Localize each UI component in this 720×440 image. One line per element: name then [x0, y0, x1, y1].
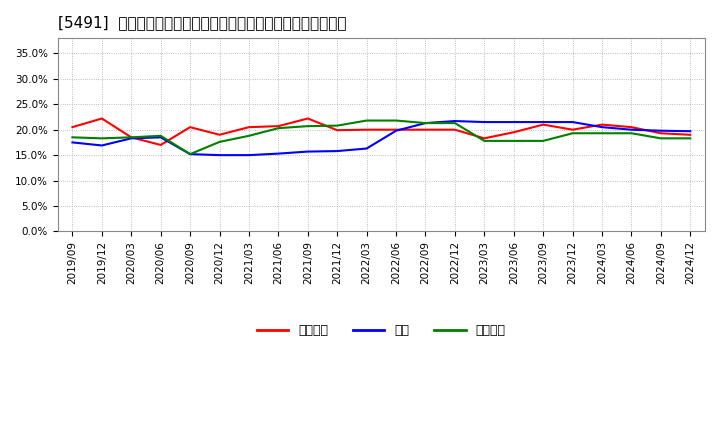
Legend: 売上債権, 在庫, 買入債務: 売上債権, 在庫, 買入債務: [252, 319, 510, 342]
Text: [5491]  売上債権、在庫、買入債務の総資産に対する比率の推移: [5491] 売上債権、在庫、買入債務の総資産に対する比率の推移: [58, 15, 346, 30]
